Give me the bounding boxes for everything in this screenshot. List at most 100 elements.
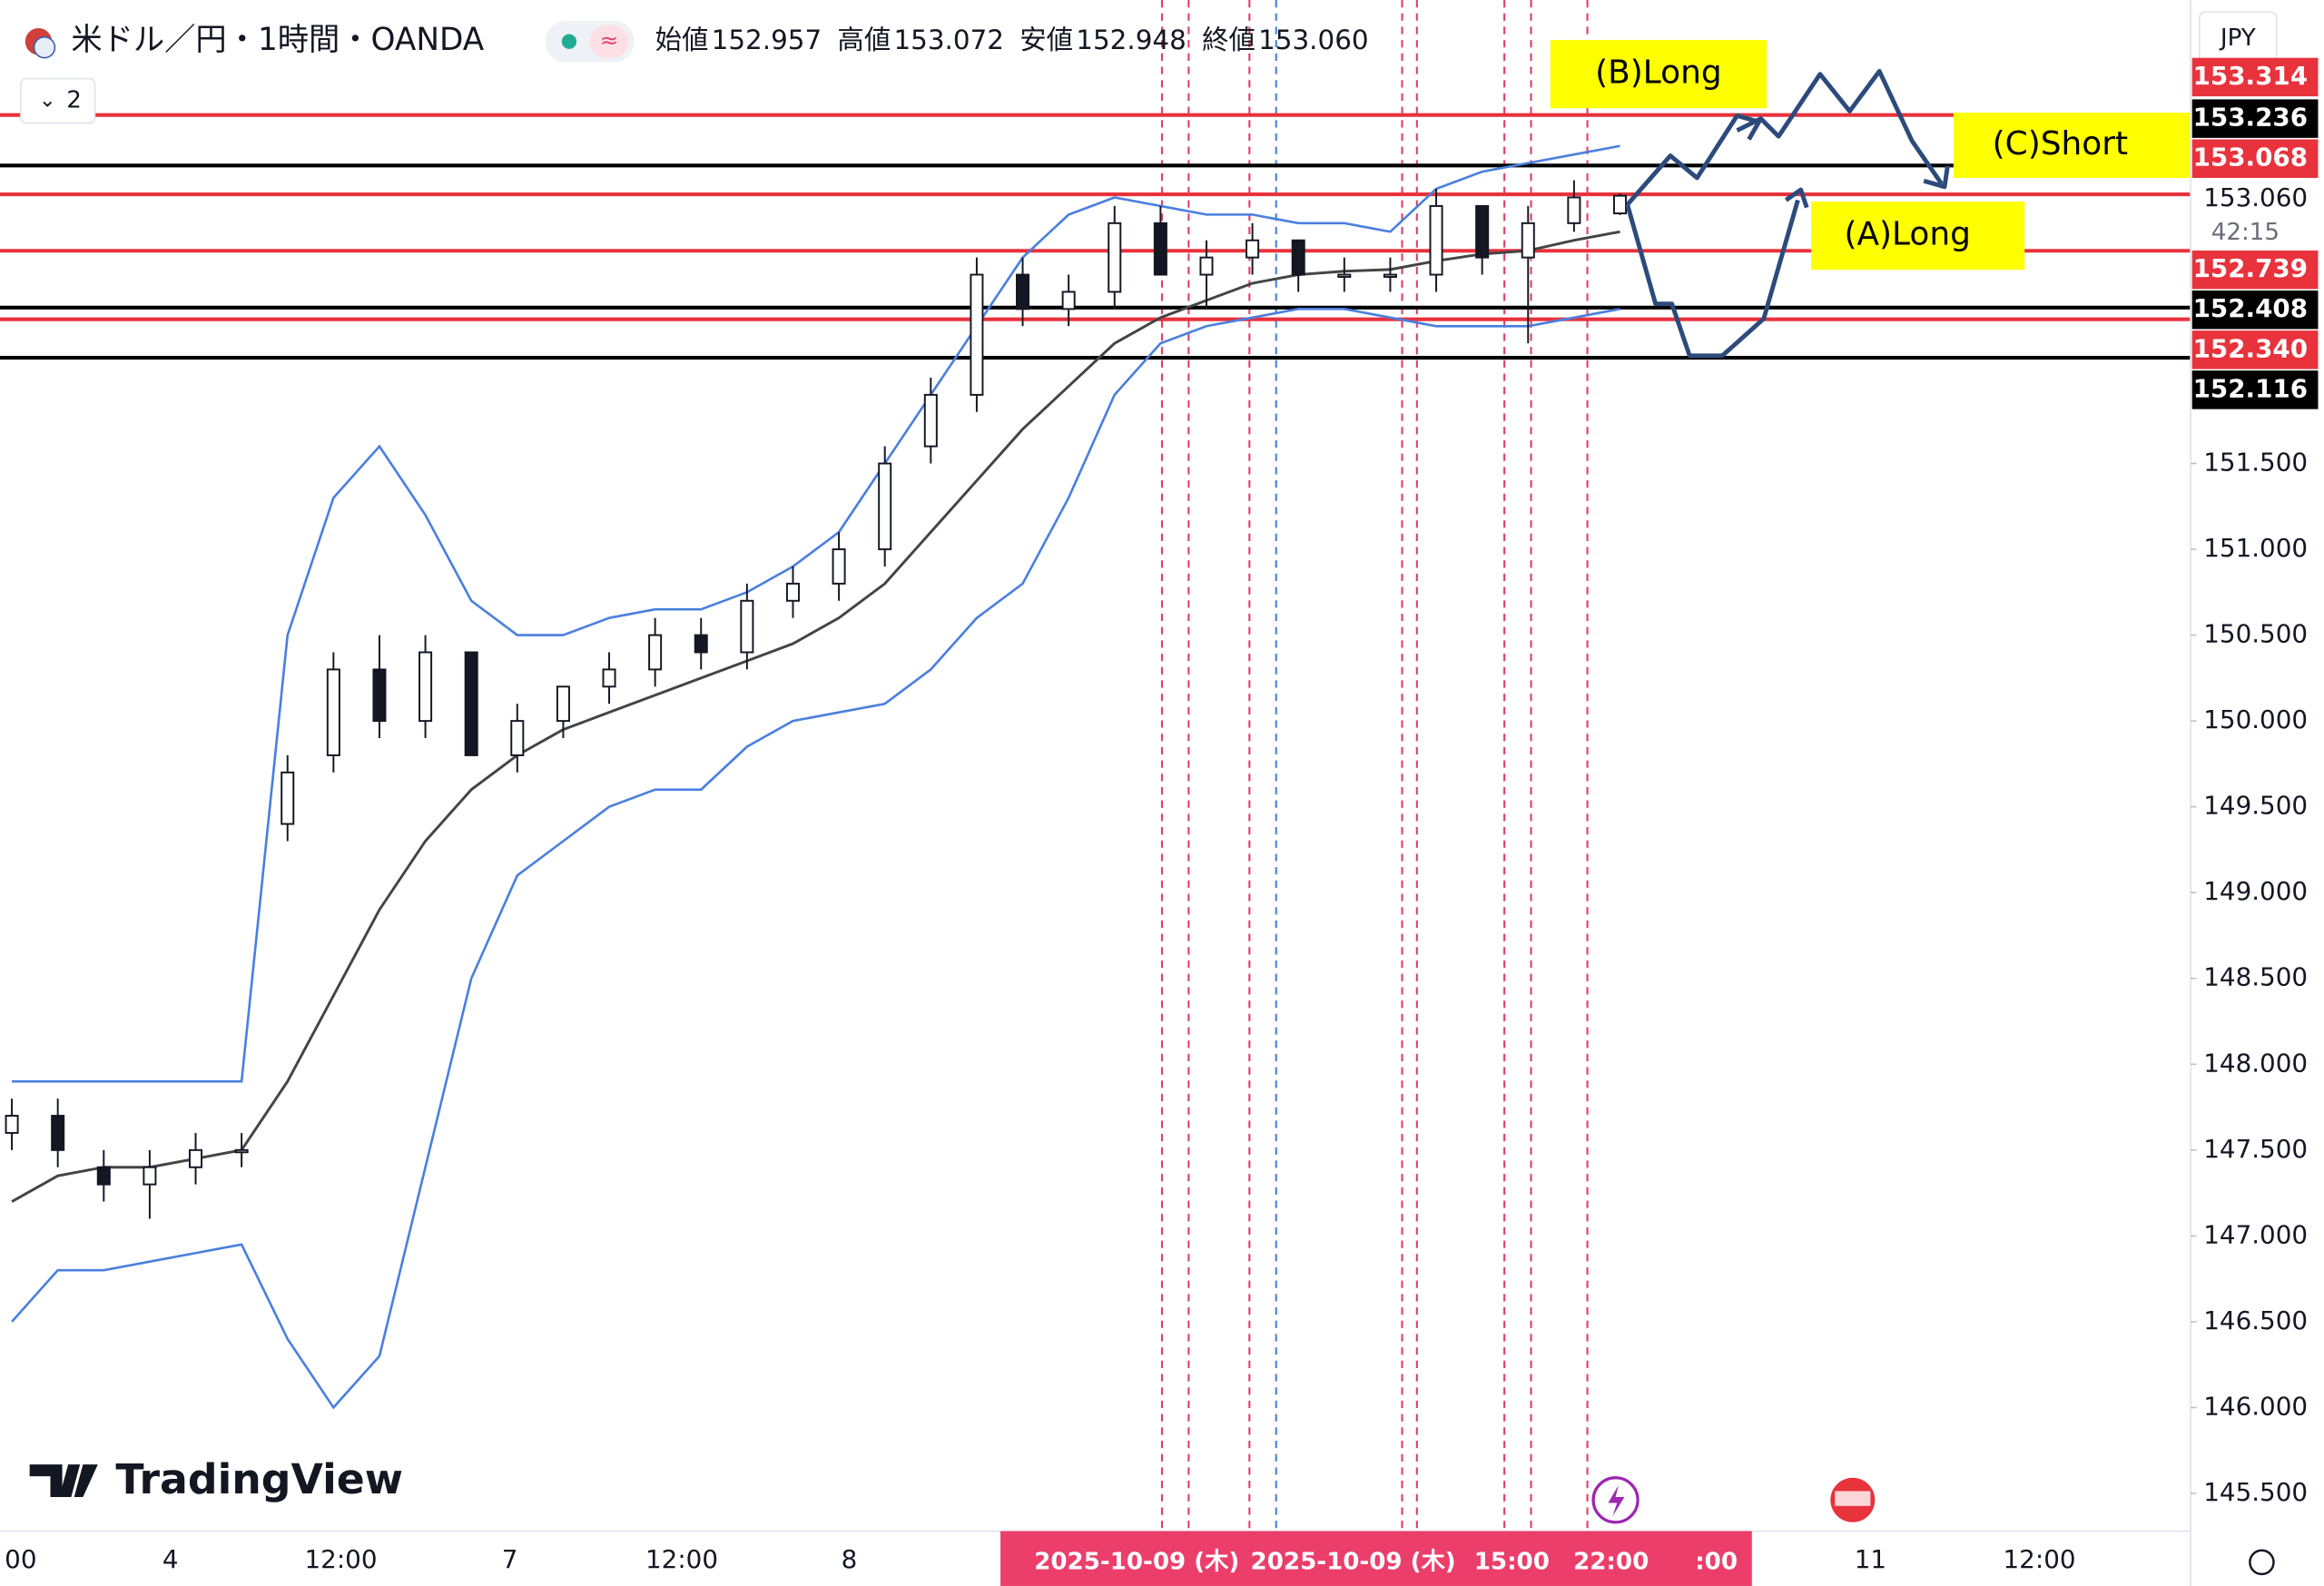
annotation-box	[1811, 202, 2025, 271]
legend-value: 153.072	[893, 25, 1003, 55]
candle-body	[1199, 256, 1214, 276]
price-tag-bg	[2191, 370, 2319, 409]
x-tick-label: 8	[842, 1544, 858, 1574]
price-tag-bg	[2191, 139, 2319, 178]
crosshair-labels: 2025-10-09 (木) 2025-10-09 (木) 15:00 22:00:0…	[1034, 1548, 1738, 1575]
candle-body	[5, 1115, 19, 1134]
market-status	[561, 34, 577, 49]
legend-label: 安値	[1019, 25, 1073, 55]
x-tick-label: 4	[162, 1544, 179, 1574]
candle-body	[1108, 222, 1122, 293]
price-axis: JPY 145.500146.000146.500147.000147.5001…	[2190, 0, 2324, 1586]
crosshair-label: 2025-10-09 (木)	[1251, 1548, 1456, 1575]
settings-icon[interactable]	[2249, 1549, 2275, 1576]
legend-value: 152.948	[1076, 25, 1186, 55]
y-tick-label: 147.000	[2203, 1219, 2308, 1249]
candle-body	[510, 720, 525, 756]
candle-body	[970, 273, 984, 396]
status-pill	[589, 25, 629, 58]
candle-body	[372, 668, 387, 723]
candle-body	[1429, 204, 1443, 276]
price-tag: 152.116	[2193, 373, 2308, 403]
candle-body	[1567, 196, 1581, 224]
scenario-a	[1625, 199, 1800, 359]
x-tick-label: 12:00	[305, 1544, 378, 1574]
y-tick-label: 150.000	[2203, 704, 2308, 734]
candle-body	[1016, 273, 1030, 310]
annotation: (B)Long	[1595, 54, 1722, 92]
legend-label: 終値	[1202, 25, 1256, 55]
logo	[29, 1464, 98, 1498]
arrow-head	[1923, 165, 1950, 190]
indicator-count: 2	[66, 87, 82, 114]
price-tag-bg	[2191, 99, 2319, 138]
legend-value: 153.060	[1258, 25, 1368, 55]
x-tick-label: 00	[5, 1544, 36, 1574]
legend-label: 始値	[655, 25, 709, 55]
x-tick-label: 12:00	[2004, 1544, 2076, 1574]
candle-body	[785, 582, 800, 602]
y-tick-label: 151.500	[2203, 448, 2308, 478]
price-tag: 152.340	[2193, 333, 2308, 363]
candle-body	[1246, 239, 1260, 259]
candle-body	[281, 771, 295, 825]
band-line	[12, 144, 1620, 1083]
legend-label: 高値	[837, 25, 891, 55]
crosshair-label: 15:00	[1474, 1548, 1550, 1575]
scenario-b	[1625, 113, 1758, 206]
y-tick-label: 148.000	[2203, 1048, 2308, 1078]
y-tick-label: 145.500	[2203, 1477, 2308, 1507]
watermark-text: TradingView	[115, 1455, 403, 1503]
candle-body	[51, 1115, 65, 1151]
countdown: 42:15	[2211, 219, 2280, 246]
candle-body	[1475, 204, 1490, 259]
event-icons	[1591, 1476, 1876, 1524]
price-tag: 152.408	[2193, 293, 2308, 323]
y-ticks: 145.500 146.000 146.500 147.000 147.500 148.0…	[2191, 57, 2319, 1507]
candle-body	[96, 1166, 111, 1186]
candle-body	[1291, 239, 1305, 276]
candle-body	[740, 599, 754, 654]
annotation-box	[1550, 40, 1768, 109]
y-tick-label: 151.000	[2203, 533, 2308, 563]
annotation: (A)Long	[1844, 216, 1970, 253]
currency: JPY	[2219, 25, 2256, 52]
price-tag: 153.314	[2193, 61, 2308, 91]
price-tag: 153.236	[2193, 103, 2308, 133]
candle-body	[1521, 222, 1535, 259]
status-icon: ≈	[600, 27, 619, 54]
candle-body	[878, 462, 892, 551]
price-tag-bg	[2191, 291, 2319, 330]
event-icon-glyph	[1835, 1491, 1871, 1506]
crosshair-label: :00	[1695, 1548, 1738, 1575]
candle-body	[832, 548, 846, 585]
header: 米ドル／円・1時間・OANDA ≈ 始値 152.957 高値 153.072 安値 15…	[20, 20, 1369, 124]
event-icon-glyph	[1608, 1484, 1625, 1517]
candle-body	[1383, 273, 1397, 278]
candle-body	[1612, 194, 1628, 215]
candle-body	[602, 668, 616, 688]
candle-body	[326, 668, 340, 756]
symbol-title: 米ドル／円・1時間・OANDA	[71, 22, 484, 58]
candle-body	[419, 651, 433, 723]
annotation-box	[1953, 113, 2201, 178]
watermark: TradingView	[29, 1455, 403, 1503]
candle-body	[234, 1148, 249, 1154]
y-tick-label: 148.500	[2203, 962, 2308, 992]
annotation-boxes: (B)Long (C)Short (A)Long	[1550, 40, 2201, 271]
chevron: ⌄	[39, 89, 56, 113]
y-tick-label: 147.500	[2203, 1134, 2308, 1164]
x-tick-label: 7	[502, 1544, 518, 1574]
candles	[5, 180, 1628, 1219]
collapse-button[interactable]	[20, 77, 96, 124]
price-tag-bg	[2191, 330, 2319, 369]
flag-icon	[33, 36, 56, 59]
scenario-c	[1758, 68, 1944, 185]
price-tag: 152.739	[2193, 253, 2308, 283]
candle-body	[648, 634, 663, 671]
y-tick-label: 150.500	[2203, 619, 2308, 649]
price-tag-bg	[2191, 250, 2319, 290]
